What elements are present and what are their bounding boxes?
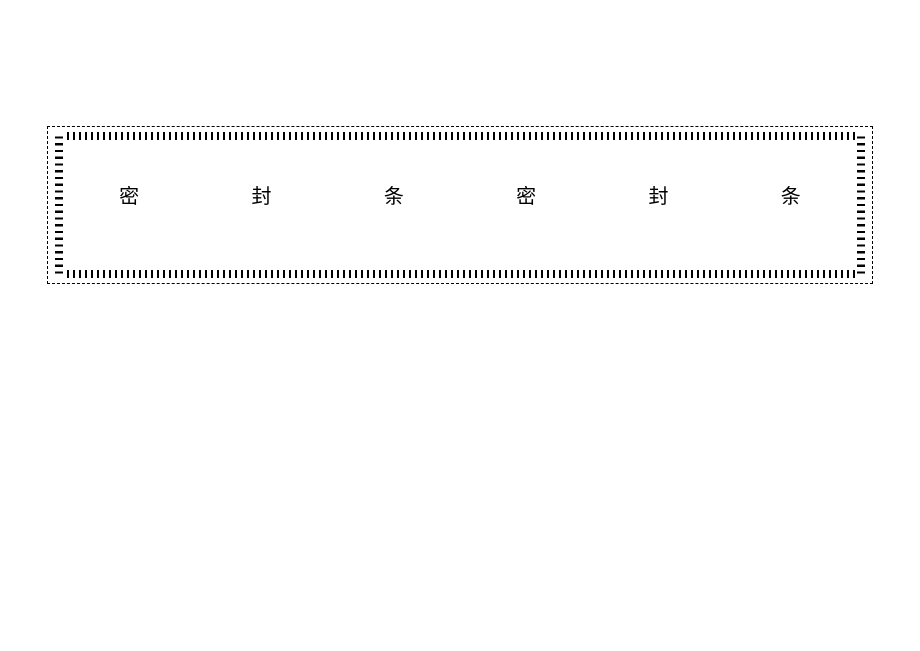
seal-char: 密 — [460, 180, 592, 209]
seal-char: 密 — [63, 180, 195, 209]
seal-char: 封 — [195, 180, 327, 209]
seal-strip-text: 密 封 条 密 封 条 — [63, 180, 857, 209]
seal-char: 封 — [592, 180, 724, 209]
seal-char: 条 — [725, 180, 857, 209]
seal-char: 条 — [328, 180, 460, 209]
